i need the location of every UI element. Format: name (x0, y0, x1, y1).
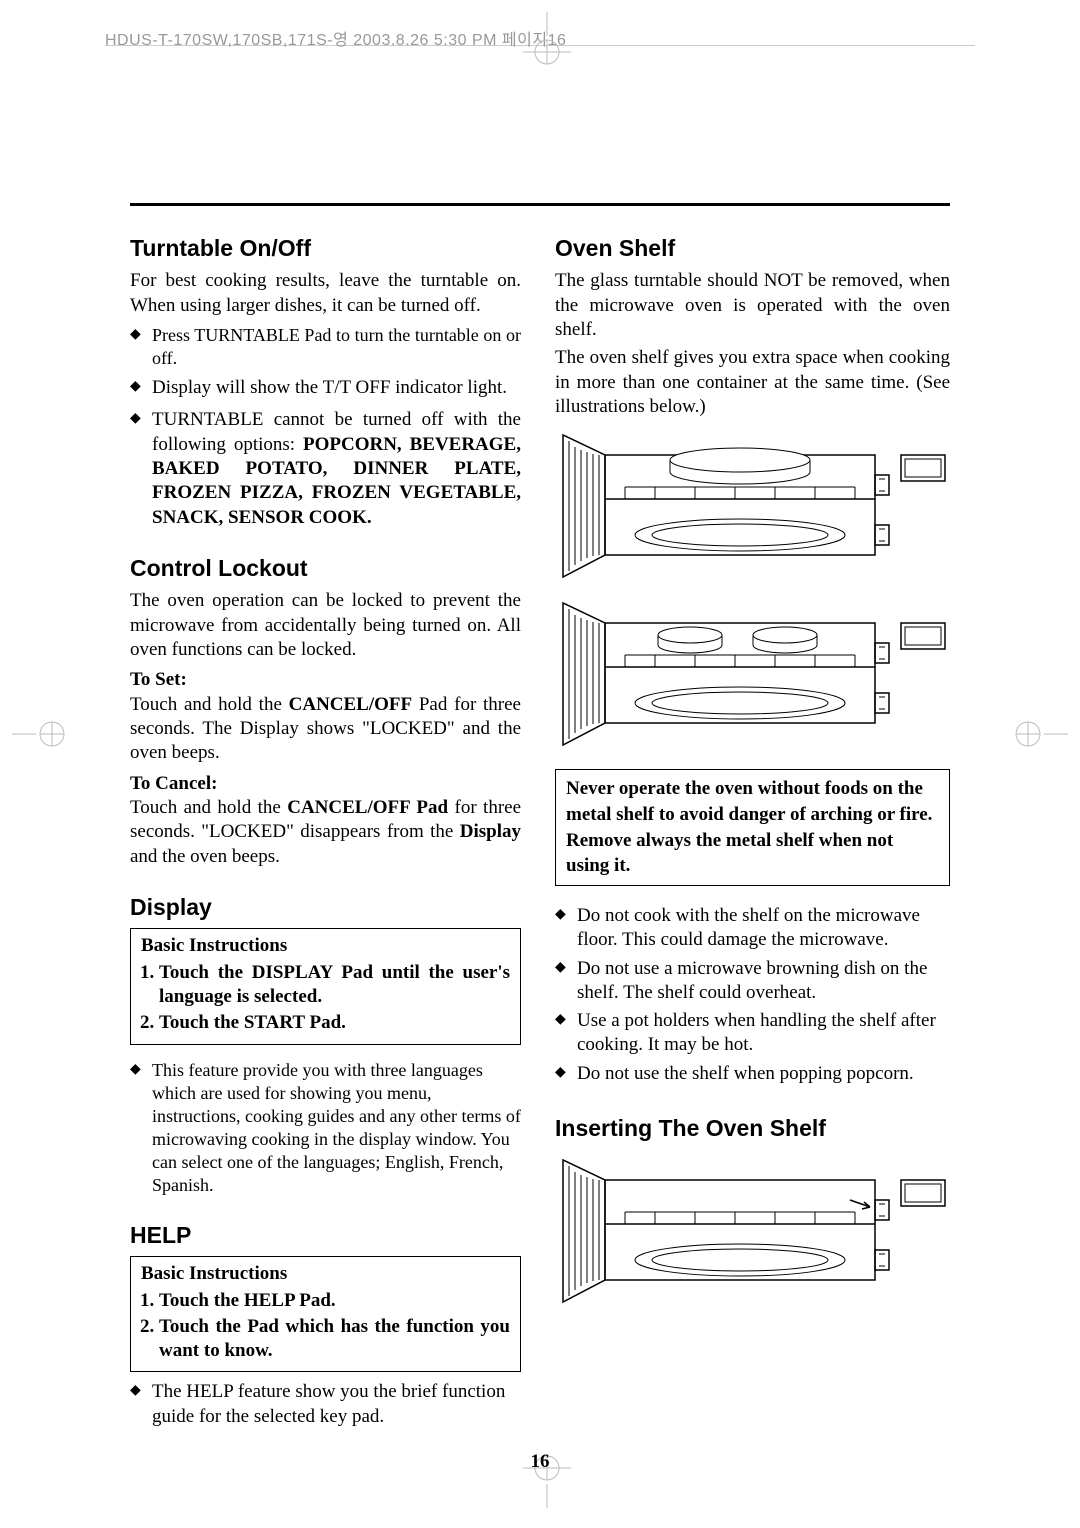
turntable-bullet-1: Press TURNTABLE Pad to turn the turntabl… (130, 324, 521, 370)
crop-mark-top (523, 12, 571, 72)
help-note: The HELP feature show you the brief func… (130, 1380, 521, 1429)
crop-mark-right (1008, 710, 1068, 758)
oven-illustration-3 (555, 1152, 950, 1312)
turntable-bullet-2: Display will show the T/T OFF indicator … (130, 376, 521, 400)
help-box: Basic Instructions Touch the HELP Pad. T… (130, 1256, 521, 1372)
heading-display: Display (130, 893, 521, 922)
heading-help: HELP (130, 1221, 521, 1250)
ovenshelf-bullet-1: Do not cook with the shelf on the microw… (555, 904, 950, 953)
ovenshelf-warning: Never operate the oven without foods on … (555, 769, 950, 886)
tocancel-label: To Cancel: (130, 773, 217, 794)
tocancel-text: Touch and hold the CANCEL/OFF Pad for th… (130, 796, 521, 869)
heading-inserting: Inserting The Oven Shelf (555, 1114, 950, 1143)
display-note: This feature provide you with three lang… (130, 1059, 521, 1197)
turntable-intro: For best cooking results, leave the turn… (130, 269, 521, 318)
top-rule (130, 203, 950, 206)
lockout-intro: The oven operation can be locked to prev… (130, 589, 521, 662)
crop-mark-left (12, 710, 72, 758)
toset-text: Touch and hold the CANCEL/OFF Pad for th… (130, 693, 521, 766)
help-step-1: Touch the HELP Pad. (159, 1289, 510, 1313)
heading-turntable: Turntable On/Off (130, 234, 521, 263)
header-filecode: HDUS-T-170SW,170SB,171S-영 2003.8.26 5:30… (105, 26, 566, 50)
page-number: 16 (130, 1451, 950, 1473)
ovenshelf-p2: The oven shelf gives you extra space whe… (555, 346, 950, 419)
help-step-2: Touch the Pad which has the function you… (159, 1315, 510, 1364)
help-box-head: Basic Instructions (141, 1262, 510, 1286)
ovenshelf-bullet-3: Use a pot holders when handling the shel… (555, 1009, 950, 1058)
heading-ovenshelf: Oven Shelf (555, 234, 950, 263)
oven-illustration-1 (555, 427, 950, 587)
display-box-head: Basic Instructions (141, 934, 510, 958)
ovenshelf-p1: The glass turntable should NOT be remove… (555, 269, 950, 342)
toset-label: To Set: (130, 669, 187, 690)
turntable-bullet-3: TURNTABLE cannot be turned off with the … (130, 408, 521, 530)
oven-illustration-2 (555, 595, 950, 755)
ovenshelf-bullet-2: Do not use a microwave browning dish on … (555, 957, 950, 1006)
display-box: Basic Instructions Touch the DISPLAY Pad… (130, 928, 521, 1044)
display-step-2: Touch the START Pad. (159, 1011, 510, 1035)
display-step-1: Touch the DISPLAY Pad until the user's l… (159, 961, 510, 1010)
heading-lockout: Control Lockout (130, 554, 521, 583)
ovenshelf-bullet-4: Do not use the shelf when popping popcor… (555, 1062, 950, 1086)
